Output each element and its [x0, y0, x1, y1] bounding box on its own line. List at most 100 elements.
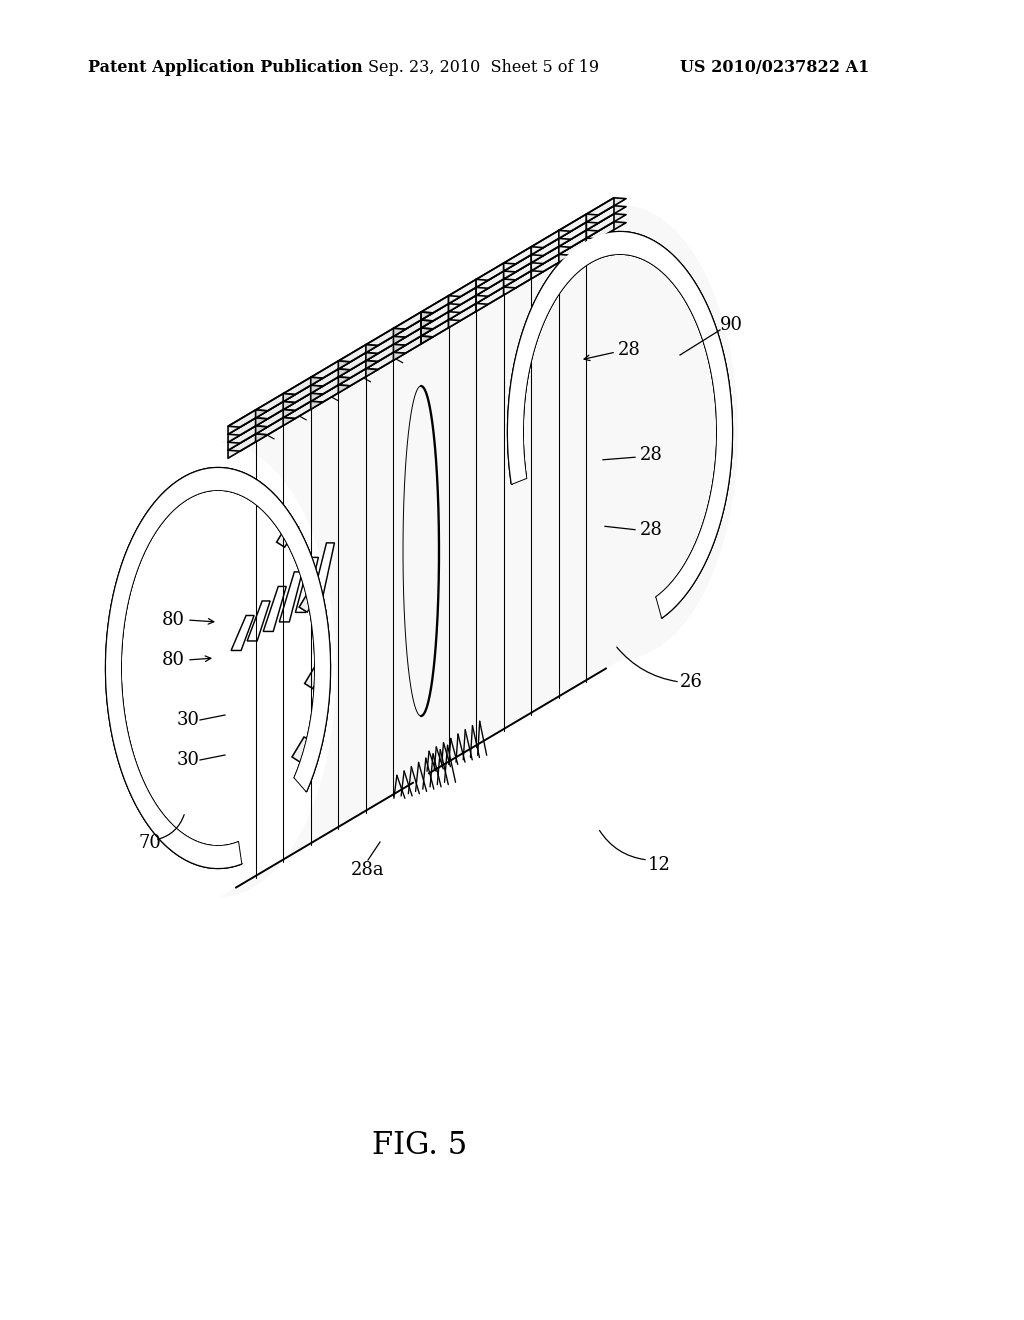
Polygon shape	[531, 247, 571, 264]
Polygon shape	[587, 206, 614, 230]
Polygon shape	[256, 401, 295, 418]
Text: 70: 70	[138, 834, 161, 851]
Polygon shape	[449, 288, 476, 312]
Polygon shape	[310, 360, 338, 385]
Polygon shape	[228, 426, 267, 444]
Polygon shape	[421, 296, 461, 313]
Polygon shape	[449, 280, 488, 297]
Polygon shape	[338, 345, 366, 370]
Polygon shape	[284, 401, 310, 425]
Polygon shape	[338, 345, 378, 362]
Polygon shape	[311, 543, 335, 603]
Polygon shape	[508, 232, 732, 618]
Polygon shape	[476, 286, 516, 305]
Polygon shape	[284, 401, 323, 418]
Polygon shape	[228, 411, 256, 434]
Polygon shape	[256, 409, 284, 434]
Polygon shape	[310, 370, 350, 387]
FancyArrowPatch shape	[599, 830, 645, 859]
Polygon shape	[366, 329, 406, 346]
Polygon shape	[559, 214, 598, 231]
Polygon shape	[531, 255, 559, 279]
Polygon shape	[421, 312, 461, 329]
Polygon shape	[310, 385, 338, 409]
Text: 30: 30	[177, 711, 200, 729]
Polygon shape	[284, 378, 323, 395]
Polygon shape	[284, 393, 310, 417]
Polygon shape	[310, 385, 350, 403]
Polygon shape	[393, 337, 433, 354]
Text: 80: 80	[162, 611, 185, 630]
Polygon shape	[449, 296, 476, 319]
Polygon shape	[587, 222, 614, 246]
Text: FIG. 5: FIG. 5	[373, 1130, 468, 1160]
Polygon shape	[531, 239, 559, 263]
Polygon shape	[393, 327, 433, 346]
Polygon shape	[421, 312, 449, 337]
Polygon shape	[310, 360, 350, 379]
Polygon shape	[310, 370, 338, 393]
Polygon shape	[393, 319, 433, 337]
Text: Patent Application Publication: Patent Application Publication	[88, 59, 362, 77]
Text: 90: 90	[720, 315, 743, 334]
Polygon shape	[106, 469, 330, 869]
Polygon shape	[559, 230, 587, 255]
Polygon shape	[504, 263, 544, 280]
Polygon shape	[476, 271, 504, 296]
Polygon shape	[587, 198, 614, 222]
Polygon shape	[531, 231, 559, 255]
Text: 80: 80	[162, 651, 185, 669]
Polygon shape	[366, 337, 393, 360]
FancyArrowPatch shape	[158, 814, 184, 840]
Polygon shape	[304, 664, 327, 689]
Polygon shape	[256, 393, 295, 411]
Polygon shape	[504, 247, 544, 264]
Polygon shape	[366, 337, 406, 354]
Polygon shape	[280, 572, 302, 622]
Polygon shape	[256, 417, 284, 442]
Polygon shape	[421, 319, 449, 345]
Text: 12: 12	[648, 855, 671, 874]
Polygon shape	[276, 523, 299, 546]
Text: 28: 28	[618, 341, 641, 359]
Polygon shape	[559, 238, 587, 263]
Polygon shape	[476, 286, 504, 312]
Text: 26: 26	[680, 673, 702, 690]
FancyArrowPatch shape	[616, 647, 677, 681]
Polygon shape	[476, 279, 504, 304]
Polygon shape	[366, 352, 406, 370]
Polygon shape	[504, 263, 531, 286]
Polygon shape	[228, 426, 256, 450]
Polygon shape	[504, 255, 544, 272]
Polygon shape	[284, 378, 310, 401]
Polygon shape	[504, 271, 544, 288]
Polygon shape	[421, 296, 449, 319]
Polygon shape	[284, 393, 323, 411]
Polygon shape	[338, 360, 366, 385]
Polygon shape	[559, 238, 598, 255]
Polygon shape	[421, 304, 461, 321]
Text: US 2010/0237822 A1: US 2010/0237822 A1	[680, 59, 869, 77]
Polygon shape	[310, 378, 338, 401]
Polygon shape	[263, 586, 287, 631]
Polygon shape	[504, 255, 531, 279]
Polygon shape	[449, 288, 488, 305]
Text: Sep. 23, 2010  Sheet 5 of 19: Sep. 23, 2010 Sheet 5 of 19	[368, 59, 599, 77]
Polygon shape	[247, 601, 270, 642]
Polygon shape	[228, 434, 256, 458]
Polygon shape	[531, 255, 571, 272]
Polygon shape	[393, 312, 421, 337]
Polygon shape	[587, 214, 614, 238]
Polygon shape	[449, 280, 476, 304]
Polygon shape	[559, 214, 587, 239]
Polygon shape	[393, 312, 433, 329]
Polygon shape	[476, 271, 516, 288]
Polygon shape	[559, 222, 587, 247]
Polygon shape	[284, 385, 323, 403]
Text: 28a: 28a	[351, 861, 385, 879]
Polygon shape	[338, 368, 378, 385]
Text: 28: 28	[640, 521, 663, 539]
Polygon shape	[504, 247, 531, 271]
Polygon shape	[231, 615, 254, 651]
Text: 28: 28	[640, 446, 663, 465]
